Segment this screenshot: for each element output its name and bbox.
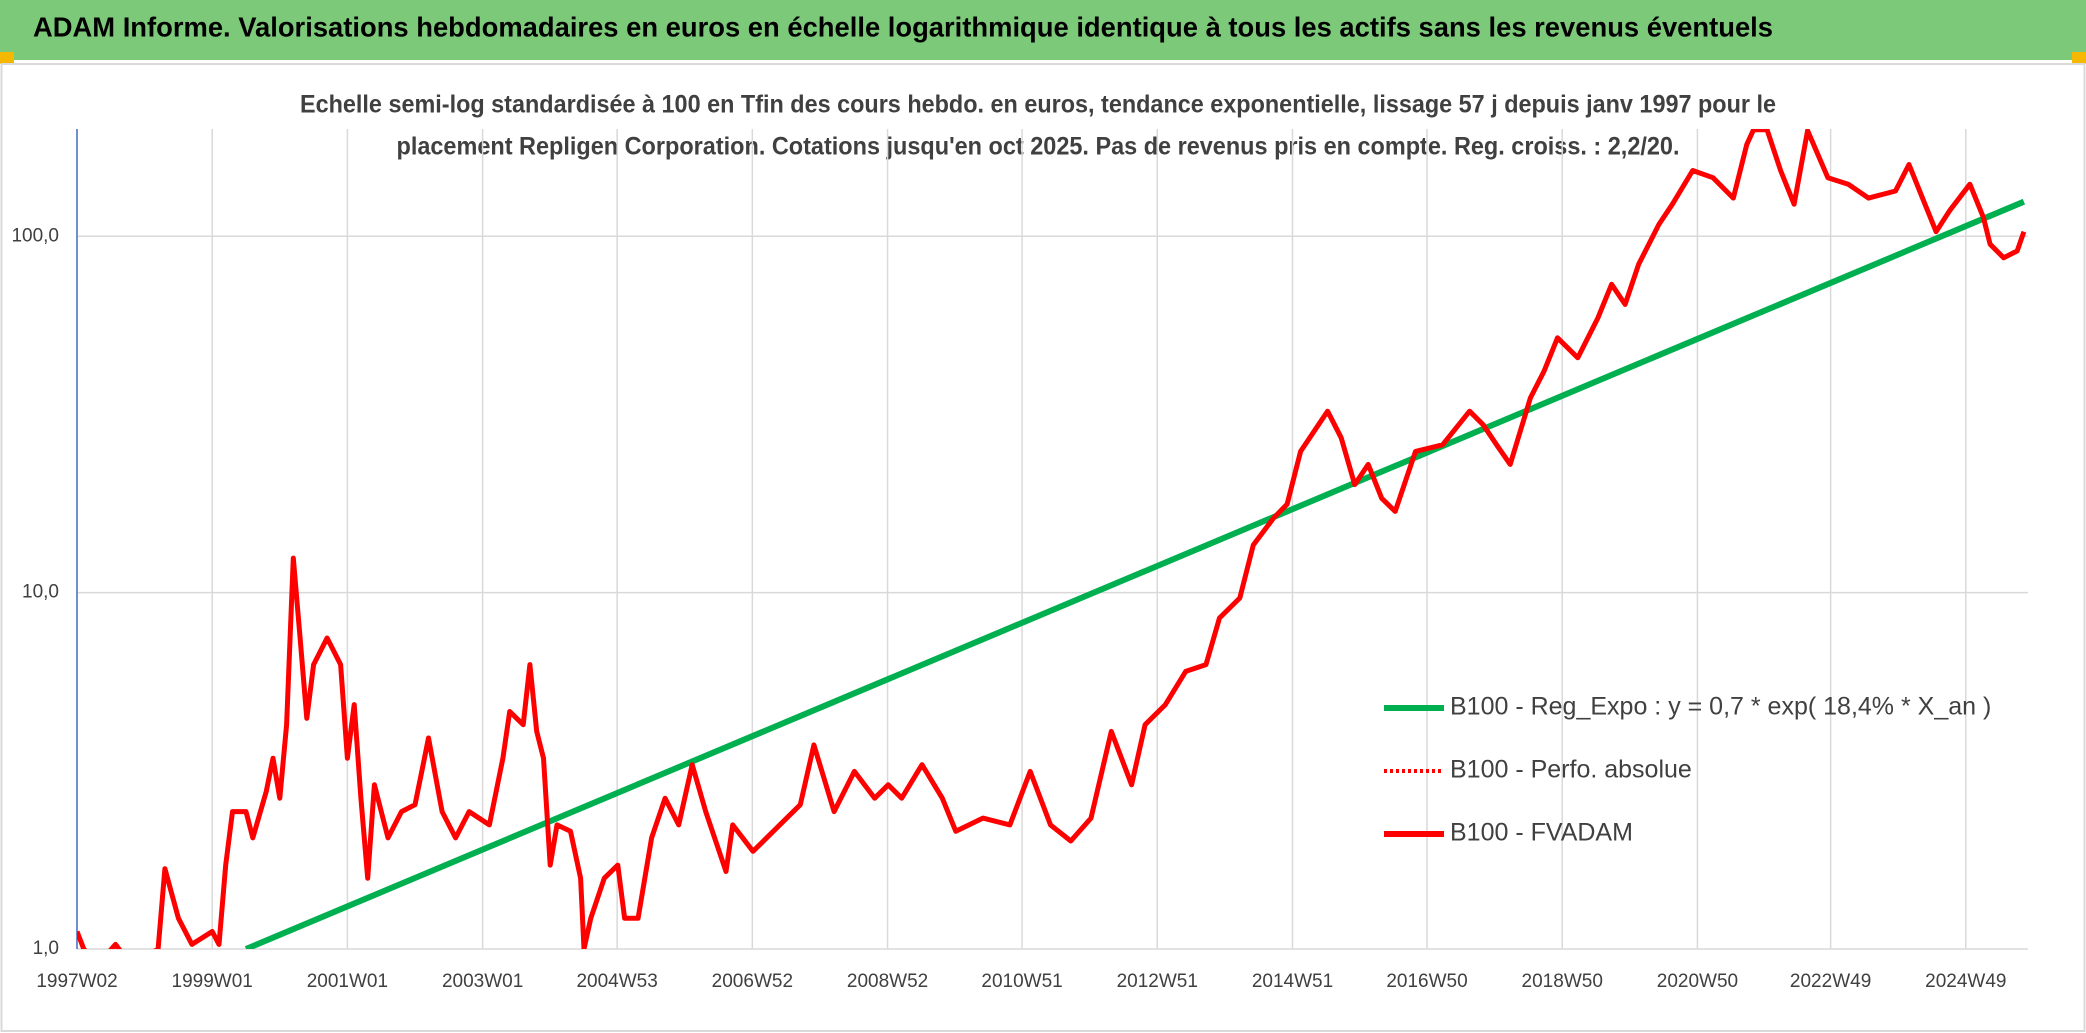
x-tick-label: 2014W51 xyxy=(1252,971,1333,992)
x-tick-label: 1999W01 xyxy=(172,971,253,992)
frame xyxy=(0,63,2086,1032)
y-tick-label: 100,0 xyxy=(11,225,59,246)
x-tick-label: 2020W50 xyxy=(1657,971,1738,992)
x-tick-label: 2016W50 xyxy=(1386,971,1467,992)
y-tick-label: 1,0 xyxy=(33,938,59,959)
chart-subtitle: Echelle semi-log standardisée à 100 en T… xyxy=(300,91,1776,119)
x-tick-label: 2006W52 xyxy=(712,971,793,992)
x-tick-label: 2012W51 xyxy=(1117,971,1198,992)
title-bar xyxy=(0,0,2086,60)
legend-label: B100 - Perfo. absolue xyxy=(1450,756,1692,784)
y-tick-label: 10,0 xyxy=(22,582,59,603)
x-tick-label: 2008W52 xyxy=(847,971,928,992)
x-tick-label: 2001W01 xyxy=(307,971,388,992)
chart-subtitle: placement Repligen Corporation. Cotation… xyxy=(397,133,1680,161)
x-tick-label: 2004W53 xyxy=(576,971,657,992)
x-tick-label: 2018W50 xyxy=(1522,971,1603,992)
x-tick-label: 2010W51 xyxy=(981,971,1062,992)
corner-mark xyxy=(0,52,14,64)
series-line xyxy=(244,198,2026,949)
x-tick-label: 2024W49 xyxy=(1925,971,2006,992)
x-tick-label: 2022W49 xyxy=(1790,971,1871,992)
x-tick-label: 1997W02 xyxy=(36,971,117,992)
legend-label: B100 - Reg_Expo : y = 0,7 * exp( 18,4% *… xyxy=(1450,693,1991,721)
x-tick-label: 2003W01 xyxy=(442,971,523,992)
chart-title: ADAM Informe. Valorisations hebdomadaire… xyxy=(33,11,1773,42)
series-line xyxy=(77,129,2027,949)
legend-label: B100 - FVADAM xyxy=(1450,819,1633,847)
corner-mark xyxy=(2072,52,2086,64)
